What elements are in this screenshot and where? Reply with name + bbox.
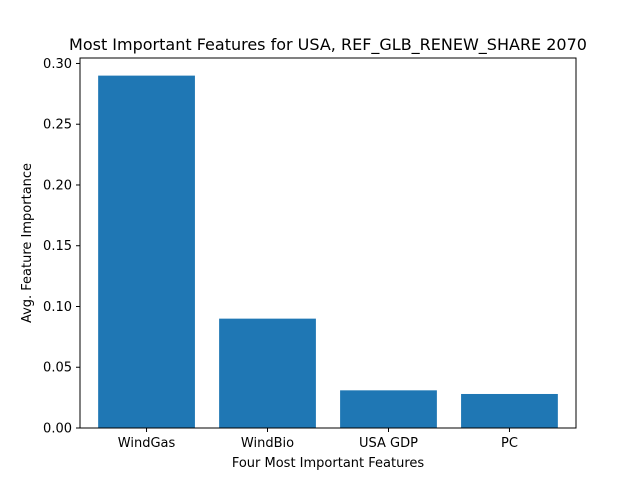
bars-group (98, 75, 558, 429)
x-axis: WindGas WindBio USA GDP PC (118, 428, 518, 451)
bar-windbio (219, 318, 316, 428)
chart-title: Most Important Features for USA, REF_GLB… (69, 35, 587, 55)
x-tick-label: WindGas (118, 436, 176, 451)
y-tick-label: 0.20 (43, 178, 72, 193)
y-tick-label: 0.10 (43, 300, 72, 315)
bar-pc (461, 393, 558, 428)
bar-usa-gdp (340, 390, 437, 428)
x-axis-label: Four Most Important Features (232, 456, 425, 471)
x-tick-label: USA GDP (359, 436, 418, 451)
y-tick-label: 0.15 (43, 239, 72, 254)
bar-windgas (98, 75, 195, 429)
x-tick-label: PC (501, 436, 518, 451)
plot-frame (79, 57, 577, 429)
y-tick-label: 0.05 (43, 361, 72, 376)
y-tick-label: 0.25 (43, 118, 72, 133)
y-axis: 0.00 0.05 0.10 0.15 0.20 0.25 0.30 (43, 57, 80, 437)
x-tick-label: WindBio (241, 436, 294, 451)
y-axis-label: Avg. Feature Importance (20, 163, 35, 323)
y-tick-label: 0.30 (43, 57, 72, 72)
y-tick-label: 0.00 (43, 422, 72, 437)
